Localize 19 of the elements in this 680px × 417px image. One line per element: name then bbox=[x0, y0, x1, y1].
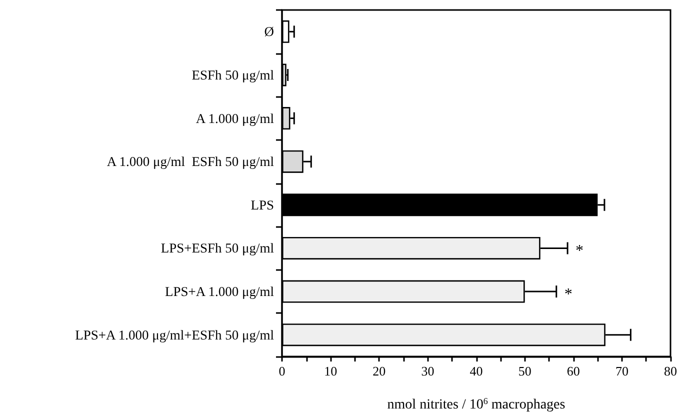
y-tick-label: Ø bbox=[264, 24, 274, 40]
x-tick-label: 30 bbox=[421, 364, 434, 378]
y-tick-label: LPS bbox=[250, 197, 274, 212]
y-tick-label: ESFh 50 μg/ml bbox=[192, 67, 274, 82]
x-tick-label: 80 bbox=[664, 364, 677, 378]
y-tick-label: A 1.000 μg/ml ESFh 50 μg/ml bbox=[106, 154, 274, 170]
x-tick-label: 40 bbox=[470, 364, 483, 378]
x-tick-label: 10 bbox=[324, 364, 338, 378]
y-tick-label: LPS+ESFh 50 μg/ml bbox=[160, 240, 274, 256]
annotation: * bbox=[576, 242, 584, 260]
y-tick-label: LPS+A 1.000 μg/ml+ESFh 50 μg/ml bbox=[75, 327, 274, 342]
y-tick-label: LPS+A 1.000 μg/ml bbox=[165, 284, 274, 300]
x-tick-label: 70 bbox=[615, 364, 628, 378]
x-tick-label: 50 bbox=[518, 364, 532, 378]
annotation: * bbox=[564, 286, 572, 304]
y-tick-label: A 1.000 μg/ml bbox=[196, 110, 274, 126]
x-tick-label: 60 bbox=[566, 364, 580, 378]
x-tick-label: 0 bbox=[278, 364, 286, 378]
x-tick-label: 20 bbox=[372, 364, 386, 378]
